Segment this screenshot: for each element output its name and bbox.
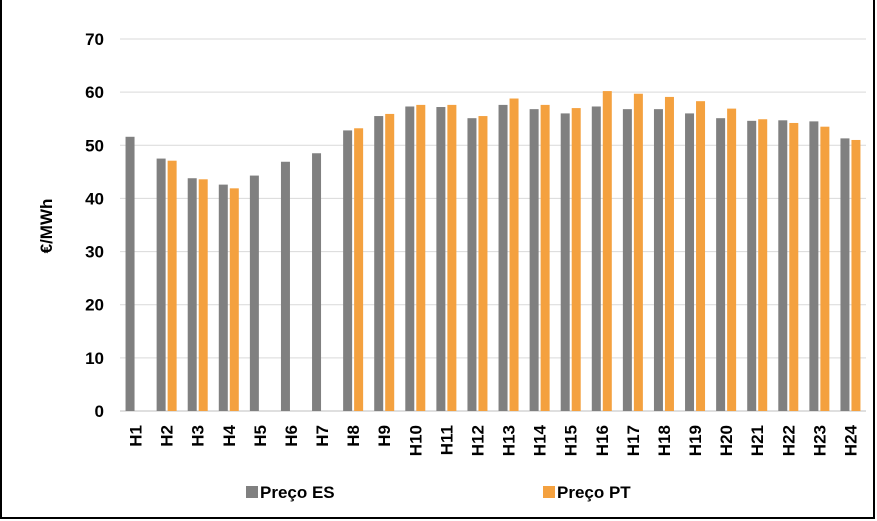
y-tick-label: 50 — [85, 136, 104, 155]
bar-preco-pt-h22 — [789, 122, 799, 412]
y-axis-label: €/MWh — [37, 199, 56, 254]
bar-preco-pt-h21 — [758, 119, 768, 411]
y-tick-label: 10 — [85, 349, 104, 368]
x-tick-label: H17 — [624, 425, 643, 456]
bars — [125, 91, 861, 412]
x-tick-label: H13 — [500, 425, 519, 456]
bar-preco-pt-h3 — [198, 179, 208, 411]
bar-preco-pt-h12 — [478, 116, 488, 412]
x-tick-label: H9 — [375, 425, 394, 447]
y-tick-label: 20 — [85, 296, 104, 315]
x-tick-label: H16 — [593, 425, 612, 456]
x-tick-label: H22 — [779, 425, 798, 456]
x-tick-label: H7 — [313, 425, 332, 447]
bar-preco-pt-h10 — [416, 104, 426, 411]
x-tick-label: H6 — [282, 425, 301, 447]
bar-preco-es-h13 — [498, 104, 508, 411]
bar-preco-pt-h2 — [167, 160, 177, 411]
x-axis-ticks: H1 H2 H3 H4 H5 H6 H7 H8 H9 H10 H11 H12 H13 H14 H15 H16 H… — [127, 424, 861, 456]
bar-preco-es-h1 — [125, 136, 135, 412]
bar-preco-es-h17 — [622, 109, 632, 412]
legend-label-preco-pt: Preço PT — [557, 483, 631, 502]
bar-preco-pt-h9 — [385, 113, 395, 411]
x-tick-label: H2 — [158, 425, 177, 447]
x-tick-label: H24 — [841, 424, 860, 456]
y-axis-ticks: 0 10 20 30 40 50 60 70 — [85, 30, 104, 421]
bar-preco-es-h8 — [343, 130, 353, 412]
bar-preco-pt-h11 — [447, 104, 457, 411]
bar-preco-es-h10 — [405, 106, 415, 412]
bar-preco-pt-h24 — [851, 139, 861, 411]
x-tick-label: H20 — [717, 425, 736, 456]
bar-preco-es-h21 — [747, 120, 757, 411]
x-tick-label: H5 — [251, 425, 270, 447]
x-tick-label: H4 — [220, 424, 239, 446]
bar-preco-es-h12 — [467, 118, 477, 411]
bar-preco-pt-h18 — [664, 96, 674, 411]
bar-preco-pt-h17 — [633, 93, 643, 411]
bar-preco-es-h14 — [529, 109, 539, 412]
x-tick-label: H15 — [562, 425, 581, 456]
bar-preco-es-h6 — [280, 161, 290, 411]
bar-preco-pt-h8 — [354, 128, 364, 411]
bar-preco-es-h20 — [716, 118, 726, 411]
legend-swatch-preco-pt — [543, 486, 555, 498]
bar-preco-es-h23 — [809, 121, 819, 411]
bar-preco-es-h22 — [778, 120, 788, 412]
x-tick-label: H19 — [686, 425, 705, 456]
x-tick-label: H8 — [344, 425, 363, 447]
bar-preco-es-h16 — [591, 106, 601, 412]
bar-preco-pt-h14 — [540, 104, 550, 411]
bar-preco-es-h3 — [187, 178, 197, 411]
legend: Preço ES Preço PT — [246, 483, 631, 502]
legend-label-preco-es: Preço ES — [260, 483, 335, 502]
x-tick-label: H14 — [531, 424, 550, 456]
x-tick-label: H11 — [437, 425, 456, 455]
bar-preco-es-h2 — [156, 158, 166, 411]
bar-preco-pt-h15 — [571, 108, 581, 411]
y-tick-label: 70 — [85, 30, 104, 49]
y-tick-label: 0 — [95, 402, 104, 421]
x-tick-label: H12 — [468, 425, 487, 456]
bar-preco-pt-h4 — [229, 188, 239, 411]
x-tick-label: H1 — [127, 425, 146, 447]
x-tick-label: H21 — [748, 425, 767, 456]
bar-preco-es-h9 — [374, 116, 384, 412]
x-tick-label: H18 — [655, 425, 674, 456]
x-tick-label: H3 — [189, 425, 208, 447]
bar-preco-es-h15 — [560, 113, 570, 412]
x-tick-label: H10 — [406, 425, 425, 456]
gridlines — [120, 38, 866, 412]
y-tick-label: 40 — [85, 189, 104, 208]
bar-preco-pt-h19 — [696, 101, 706, 412]
bar-preco-es-h11 — [436, 107, 446, 411]
bar-preco-es-h19 — [685, 113, 695, 412]
bar-preco-es-h4 — [218, 184, 228, 411]
bar-preco-pt-h20 — [727, 108, 737, 412]
bar-preco-pt-h23 — [820, 126, 830, 411]
bar-preco-es-h7 — [312, 153, 322, 411]
y-tick-label: 60 — [85, 83, 104, 102]
bar-preco-es-h5 — [249, 175, 259, 411]
bar-preco-es-h18 — [653, 109, 663, 412]
bar-preco-pt-h13 — [509, 98, 519, 412]
x-tick-label: H23 — [810, 425, 829, 456]
y-tick-label: 30 — [85, 243, 104, 262]
legend-swatch-preco-es — [246, 486, 258, 498]
bar-preco-es-h24 — [840, 138, 850, 411]
bar-preco-pt-h16 — [602, 91, 612, 411]
